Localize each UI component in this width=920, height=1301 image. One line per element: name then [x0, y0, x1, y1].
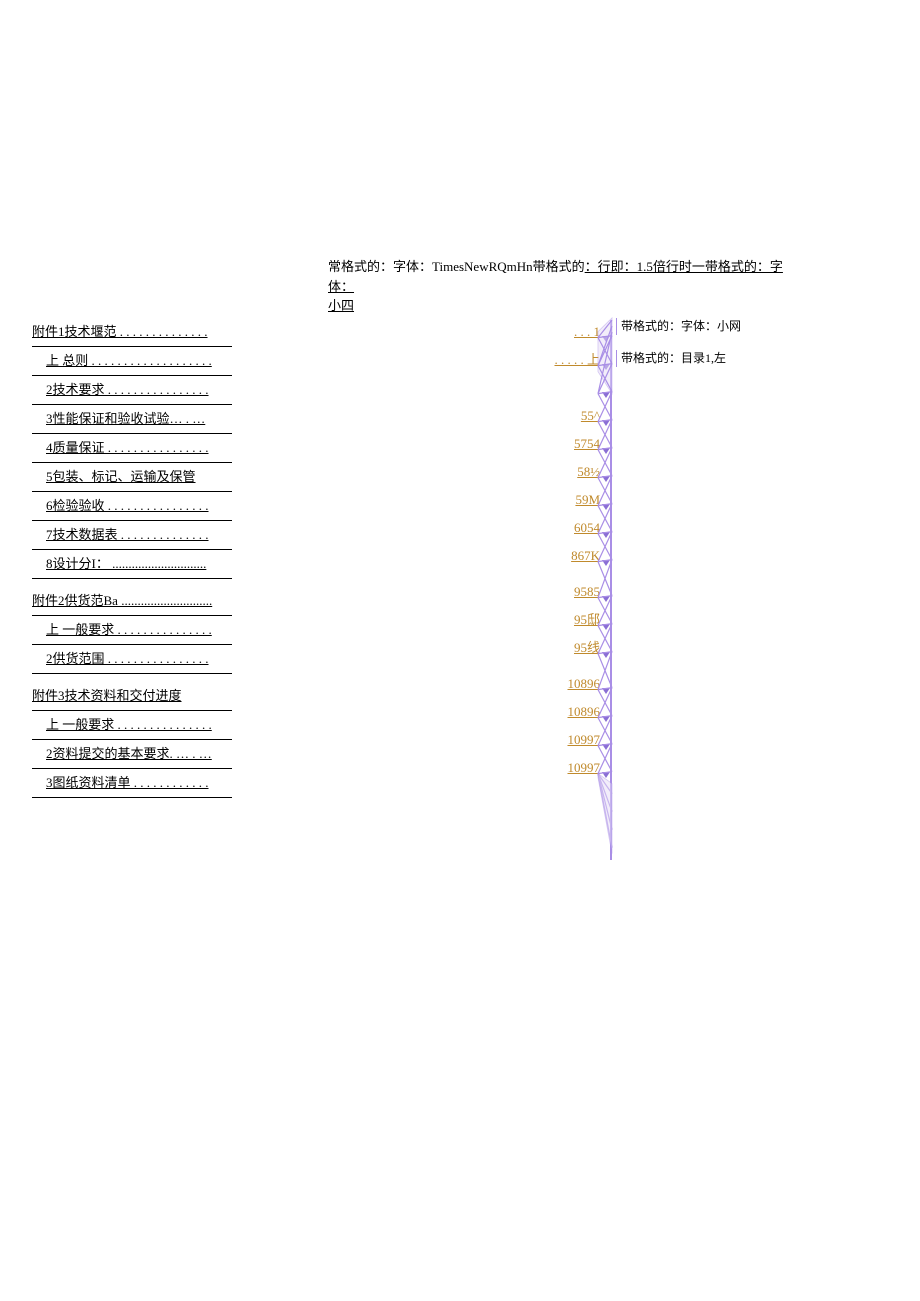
toc-page-number: 59M	[540, 486, 600, 514]
toc-page-number: 95邸	[540, 606, 600, 634]
toc-entry[interactable]: 上 一般要求 . . . . . . . . . . . . . . .	[32, 711, 232, 740]
toc-entry[interactable]: 7技术数据表 . . . . . . . . . . . . . .	[32, 521, 232, 550]
toc-page-number: 10997	[540, 754, 600, 782]
toc-entry[interactable]: 5包装、标记、运输及保管	[32, 463, 232, 492]
toc-page-number: . . . 1	[540, 318, 600, 346]
toc-page-number: 58½	[540, 458, 600, 486]
toc-entry[interactable]: 2技术要求 . . . . . . . . . . . . . . . .	[32, 376, 232, 405]
toc-page-number: 6054	[540, 514, 600, 542]
toc-entry[interactable]: 6检验验收 . . . . . . . . . . . . . . . .	[32, 492, 232, 521]
toc-entry[interactable]: 2资料提交的基本要求. … . …	[32, 740, 232, 769]
toc-page-number: 5754	[540, 430, 600, 458]
header-format-note: 常格式的：字体：TimesNewRQmHn带格式的：行即：1.5倍行时一带格式的…	[328, 257, 808, 316]
toc-entry[interactable]: 上 一般要求 . . . . . . . . . . . . . . .	[32, 616, 232, 645]
toc-column: 附件1技术堰范 . . . . . . . . . . . . . .上 总则 …	[32, 318, 232, 798]
toc-entry[interactable]: 上 总则 . . . . . . . . . . . . . . . . . .…	[32, 347, 232, 376]
toc-page-number: 9585	[540, 578, 600, 606]
toc-page-number: 10896	[540, 698, 600, 726]
toc-entry[interactable]: 3图纸资料清单 . . . . . . . . . . . .	[32, 769, 232, 798]
toc-entry[interactable]: 8设计分I： .............................	[32, 550, 232, 579]
connector-lines	[598, 318, 622, 858]
page-number-column: . . . 1. . . . . 上 55^575458½59M6054867K 9…	[540, 318, 600, 782]
toc-page-number: 55^	[540, 402, 600, 430]
toc-page-number: 10896	[540, 670, 600, 698]
toc-entry[interactable]: 附件2供货范Ba ............................	[32, 587, 232, 616]
toc-page-number: 95线	[540, 634, 600, 662]
toc-page-number: 867K	[540, 542, 600, 570]
toc-page-number	[540, 374, 600, 402]
toc-page-number: 10997	[540, 726, 600, 754]
toc-page-number: . . . . . 上	[540, 346, 600, 374]
format-balloon: 带格式的：字体：小网	[616, 318, 741, 335]
toc-entry[interactable]: 4质量保证 . . . . . . . . . . . . . . . .	[32, 434, 232, 463]
toc-entry[interactable]: 2供货范围 . . . . . . . . . . . . . . . .	[32, 645, 232, 674]
toc-entry[interactable]: 3性能保证和验收试验… . …	[32, 405, 232, 434]
toc-entry[interactable]: 附件1技术堰范 . . . . . . . . . . . . . .	[32, 318, 232, 347]
header-line1a: 常格式的：字体：TimesNewRQmHn带格式的	[328, 259, 585, 274]
header-line2: 小四	[328, 298, 354, 313]
toc-entry[interactable]: 附件3技术资料和交付进度	[32, 682, 232, 711]
format-balloon: 带格式的：目录1,左	[616, 350, 726, 367]
